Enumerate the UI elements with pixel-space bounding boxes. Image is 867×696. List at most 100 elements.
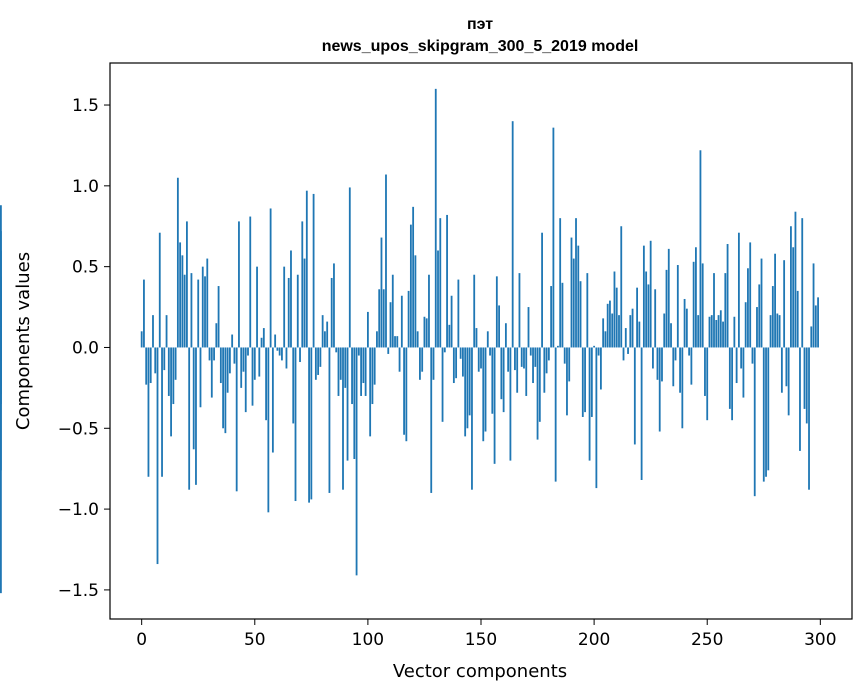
bar — [195, 347, 197, 485]
bar — [407, 290, 410, 348]
chart-title: пэт — [467, 16, 493, 33]
bar — [640, 347, 643, 480]
bar — [450, 295, 453, 348]
bar — [697, 315, 700, 348]
bar — [801, 218, 804, 348]
bar — [364, 347, 367, 396]
bar — [233, 347, 236, 364]
bar — [400, 295, 403, 348]
bar — [731, 347, 734, 421]
bar — [654, 289, 657, 348]
y-tick-label: 1.5 — [72, 96, 99, 116]
bar — [224, 347, 227, 434]
bar — [780, 347, 783, 393]
bar — [391, 274, 394, 348]
bar — [360, 347, 363, 396]
bar — [425, 318, 428, 348]
bar — [493, 347, 496, 464]
bar — [724, 273, 727, 348]
bar — [457, 279, 460, 348]
bar — [656, 347, 659, 380]
bar — [514, 347, 516, 371]
x-tick-label: 300 — [804, 630, 836, 650]
bar — [0, 347, 2, 594]
bar — [550, 286, 553, 348]
bar — [373, 347, 376, 385]
bar — [244, 347, 247, 413]
bar — [446, 214, 448, 348]
bar — [140, 331, 143, 348]
bar — [484, 347, 487, 432]
bar — [661, 347, 663, 382]
bar — [593, 345, 596, 348]
bar — [362, 347, 365, 384]
bar — [471, 347, 473, 490]
bar — [421, 347, 424, 372]
bar — [228, 347, 231, 374]
bar — [771, 286, 774, 348]
bar — [814, 305, 817, 348]
bar — [213, 347, 215, 361]
bar — [179, 242, 182, 348]
bar — [296, 274, 299, 348]
x-tick-label: 0 — [136, 630, 147, 650]
bar — [747, 268, 749, 348]
bar — [692, 261, 695, 348]
bar — [672, 347, 675, 387]
bar — [335, 347, 338, 353]
bar — [219, 347, 222, 384]
bar — [423, 316, 426, 348]
bar — [312, 193, 315, 348]
bar — [281, 347, 283, 361]
bar — [525, 347, 528, 396]
bar — [495, 276, 498, 348]
bar — [552, 127, 555, 348]
bar — [579, 281, 582, 348]
bar — [330, 277, 333, 348]
bar — [563, 347, 566, 364]
bar — [305, 190, 308, 348]
bar — [645, 271, 648, 348]
bar — [477, 347, 480, 372]
bar — [301, 221, 304, 348]
bar — [167, 347, 170, 396]
bar — [473, 274, 476, 348]
bar — [283, 266, 286, 348]
bar — [735, 347, 738, 384]
bar — [520, 347, 523, 367]
bar — [143, 279, 145, 348]
bar — [713, 273, 715, 348]
bar — [466, 347, 469, 429]
bar — [405, 347, 408, 442]
bar — [543, 347, 546, 393]
bar — [758, 284, 761, 348]
bar — [0, 347, 2, 361]
bar — [498, 305, 500, 348]
y-axis-ticks: −1.5 −1.0 −0.5 0.0 0.5 1.0 1.5 — [58, 96, 110, 601]
bar — [448, 324, 451, 348]
bar — [158, 232, 161, 348]
bar — [523, 347, 525, 369]
bar — [509, 347, 512, 461]
bar — [627, 347, 629, 354]
bar — [385, 174, 387, 348]
bar — [701, 263, 704, 348]
x-axis-ticks: 0 50 100 150 200 250 300 — [136, 619, 837, 650]
bar — [817, 297, 819, 348]
bar — [799, 347, 801, 451]
bar — [376, 331, 378, 348]
bar — [554, 347, 557, 482]
bar — [681, 347, 684, 429]
bar — [434, 88, 437, 348]
bar — [753, 347, 756, 497]
bar — [366, 311, 369, 348]
bar — [581, 347, 584, 417]
bar — [663, 313, 666, 348]
bar — [217, 286, 220, 348]
bar — [595, 347, 598, 489]
bar — [285, 347, 288, 369]
bar — [355, 347, 358, 576]
bar — [534, 347, 537, 367]
bar — [267, 347, 270, 513]
bar — [222, 347, 225, 429]
